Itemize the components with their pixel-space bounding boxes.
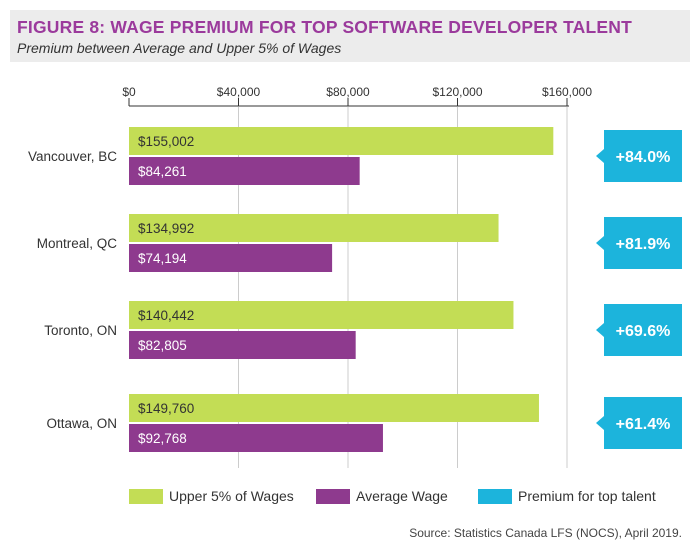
premium-label: +69.6% <box>616 323 671 340</box>
data-label-upper: $155,002 <box>138 134 194 149</box>
legend-label-premium: Premium for top talent <box>518 488 656 504</box>
premium-label: +81.9% <box>616 236 671 253</box>
premium-callout <box>596 130 682 182</box>
source-note: Source: Statistics Canada LFS (NOCS), Ap… <box>409 526 682 540</box>
bar-upper <box>129 214 499 242</box>
chart-subtitle: Premium between Average and Upper 5% of … <box>17 40 342 56</box>
legend-label-average: Average Wage <box>356 488 448 504</box>
tick-label: $120,000 <box>432 85 482 99</box>
legend-item-premium: Premium for top talent <box>478 487 656 505</box>
data-label-upper: $134,992 <box>138 221 194 236</box>
legend-swatch-upper <box>129 488 163 504</box>
data-label-average: $82,805 <box>138 338 187 353</box>
premium-label: +84.0% <box>616 149 671 166</box>
bar-average <box>129 244 333 272</box>
bar-average <box>129 331 356 359</box>
chart-legend: Upper 5% of Wages Average Wage Premium f… <box>0 487 700 507</box>
legend-item-upper: Upper 5% of Wages <box>129 487 294 505</box>
bar-upper <box>129 394 539 422</box>
data-label-average: $84,261 <box>138 164 187 179</box>
premium-label: +61.4% <box>616 416 671 433</box>
premium-callout <box>596 217 682 269</box>
category-label: Toronto, ON <box>44 323 117 338</box>
data-label-upper: $149,760 <box>138 401 194 416</box>
premium-callout <box>596 397 682 449</box>
legend-item-average: Average Wage <box>316 487 448 505</box>
chart-title: FIGURE 8: WAGE PREMIUM FOR TOP SOFTWARE … <box>17 17 632 37</box>
data-label-upper: $140,442 <box>138 308 194 323</box>
tick-label: $0 <box>122 85 136 99</box>
premium-callout <box>596 304 682 356</box>
data-label-average: $92,768 <box>138 431 187 446</box>
legend-swatch-premium <box>478 488 512 504</box>
tick-label: $160,000 <box>542 85 592 99</box>
bar-upper <box>129 127 554 155</box>
legend-swatch-average <box>316 488 350 504</box>
tick-label: $40,000 <box>217 85 261 99</box>
category-label: Montreal, QC <box>37 236 118 251</box>
bar-average <box>129 157 360 185</box>
tick-label: $80,000 <box>326 85 370 99</box>
legend-label-upper: Upper 5% of Wages <box>169 488 294 504</box>
data-label-average: $74,194 <box>138 251 187 266</box>
bar-average <box>129 424 383 452</box>
figure-header: FIGURE 8: WAGE PREMIUM FOR TOP SOFTWARE … <box>10 10 690 62</box>
bar-upper <box>129 301 514 329</box>
category-label: Ottawa, ON <box>46 416 117 431</box>
category-label: Vancouver, BC <box>28 149 117 164</box>
